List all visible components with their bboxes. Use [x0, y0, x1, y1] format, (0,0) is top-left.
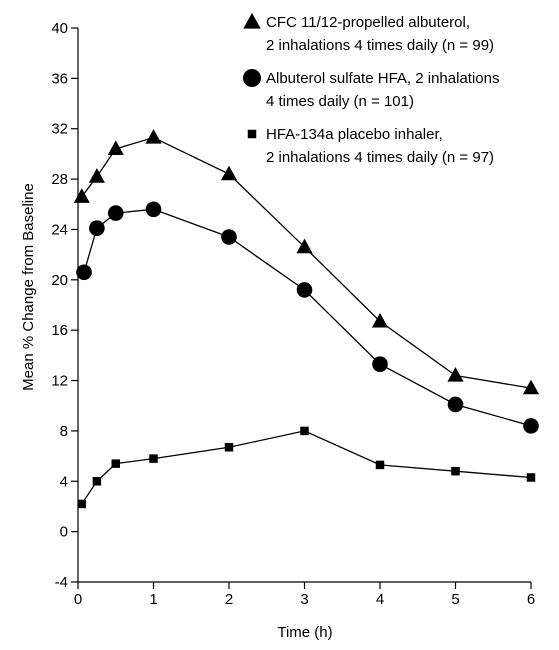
data-point-triangle [296, 238, 313, 254]
data-point-triangle [73, 188, 90, 203]
legend-entry: HFA-134a placebo inhaler, 2 inhalations 4… [247, 126, 494, 166]
data-point-circle [145, 201, 162, 218]
data-point-circle [76, 264, 92, 281]
y-tick-label: 32 [51, 121, 68, 138]
legend-label: Albuterol sulfate HFA, 2 inhalations [266, 70, 499, 87]
legend-label: HFA-134a placebo inhaler, [266, 126, 443, 143]
data-point-triangle [371, 312, 389, 328]
series-layer [73, 129, 540, 509]
data-point-circle [107, 205, 124, 221]
x-axis-title: Time (h) [277, 624, 332, 641]
data-point-square [526, 473, 536, 482]
data-point-circle [523, 418, 539, 434]
legend-marker-square [247, 129, 257, 139]
data-point-triangle [447, 367, 464, 382]
data-point-circle [89, 220, 105, 236]
x-tick-label: 2 [225, 591, 233, 608]
series-line [83, 208, 532, 427]
x-tick-label: 3 [300, 591, 308, 608]
y-tick-label: 20 [51, 272, 68, 289]
x-tick-label: 4 [376, 591, 384, 608]
data-point-circle [372, 356, 388, 372]
series-triangle [73, 129, 540, 395]
y-tick-label: 4 [60, 473, 68, 490]
data-point-square [149, 454, 158, 463]
legend-marker-circle [243, 69, 261, 87]
y-tick-label: 0 [60, 524, 68, 541]
data-point-square [375, 460, 385, 470]
y-tick-label: 16 [51, 322, 68, 339]
data-point-triangle [522, 379, 540, 395]
axes [77, 28, 531, 583]
x-tick-label: 1 [149, 591, 157, 608]
data-point-square [111, 459, 120, 468]
x-tick-label: 6 [527, 591, 535, 608]
legend-label: 4 times daily (n = 101) [266, 93, 414, 110]
data-point-circle [296, 282, 313, 298]
legend-entry: Albuterol sulfate HFA, 2 inhalations 4 ti… [243, 69, 499, 110]
legend-label: 2 inhalations 4 times daily (n = 97) [266, 149, 494, 166]
series-line [81, 136, 532, 389]
y-tick-label: 28 [51, 171, 68, 188]
data-point-triangle [88, 168, 105, 183]
data-point-triangle [145, 129, 162, 144]
y-ticks: -4 0 4 8 12 16 20 24 28 32 36 40 [51, 20, 78, 591]
y-axis-title: Mean % Change from Baseline [20, 183, 37, 391]
y-tick-label: 12 [51, 373, 68, 390]
series-square [77, 426, 536, 509]
y-tick-label: 36 [51, 70, 68, 87]
data-point-square [92, 477, 102, 486]
y-tick-label: -4 [55, 574, 68, 591]
x-ticks: 0 1 2 3 4 5 6 [74, 582, 535, 608]
legend-entry: CFC 11/12-propelled albuterol, 2 inhalati… [243, 12, 494, 54]
data-point-square [77, 499, 87, 509]
data-point-triangle [220, 165, 238, 181]
x-tick-label: 0 [74, 591, 82, 608]
legend-label: CFC 11/12-propelled albuterol, [266, 14, 470, 31]
y-tick-label: 40 [51, 20, 68, 37]
data-point-square [300, 426, 309, 436]
data-point-square [224, 443, 234, 452]
legend-marker-triangle [243, 12, 261, 29]
data-point-triangle [107, 140, 124, 156]
y-tick-label: 8 [60, 423, 68, 440]
series-circle [76, 201, 539, 434]
y-tick-label: 24 [51, 221, 68, 238]
data-point-circle [221, 229, 237, 245]
x-tick-label: 5 [451, 591, 459, 608]
legend: CFC 11/12-propelled albuterol, 2 inhalati… [243, 12, 499, 166]
series-line [81, 430, 532, 505]
data-point-square [451, 466, 460, 476]
legend-label: 2 inhalations 4 times daily (n = 99) [266, 37, 494, 54]
data-point-circle [447, 396, 464, 413]
